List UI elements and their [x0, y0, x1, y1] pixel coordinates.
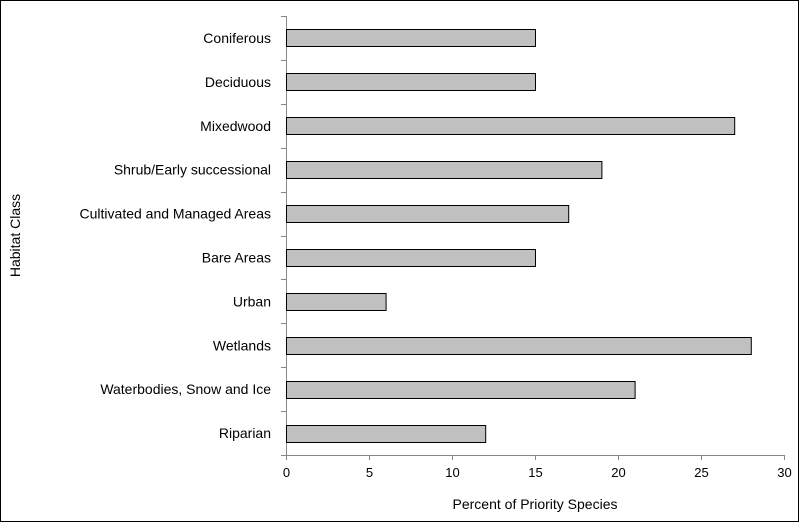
x-tick-label: 15 [528, 465, 542, 480]
bar-shrub-early-successional [286, 161, 603, 179]
bar-mixedwood [286, 117, 736, 135]
category-label: Wetlands [213, 337, 271, 353]
x-axis-title: Percent of Priority Species [453, 496, 618, 512]
category-label: Coniferous [203, 30, 271, 46]
bar-deciduous [286, 73, 536, 91]
x-tick-label: 25 [694, 465, 708, 480]
bar-cultivated-and-managed-areas [286, 205, 570, 223]
category-label: Bare Areas [202, 249, 271, 265]
category-label: Deciduous [205, 74, 271, 90]
category-label: Riparian [219, 425, 271, 441]
category-label: Shrub/Early successional [114, 162, 271, 178]
category-label: Cultivated and Managed Areas [80, 206, 271, 222]
bar-bare-areas [286, 249, 536, 267]
x-tick-label: 30 [777, 465, 791, 480]
bar-coniferous [286, 29, 536, 47]
category-label: Waterbodies, Snow and Ice [100, 381, 271, 397]
x-tick-label: 10 [445, 465, 459, 480]
category-labels: Coniferous Deciduous Mixedwood Shrub/Early … [80, 30, 272, 441]
bar-urban [286, 293, 387, 311]
y-axis-title: Habitat Class [7, 194, 23, 277]
category-label: Urban [233, 293, 271, 309]
x-tick-label: 5 [366, 465, 373, 480]
bar-wetlands [286, 337, 752, 355]
x-tick-label: 20 [611, 465, 625, 480]
category-label: Mixedwood [200, 118, 271, 134]
bar-riparian [286, 425, 487, 443]
x-tick-labels: 0 5 10 15 20 25 30 [283, 465, 792, 480]
bar-waterbodies-snow-and-ice [286, 381, 636, 399]
bars [286, 29, 752, 443]
x-tick-label: 0 [283, 465, 290, 480]
